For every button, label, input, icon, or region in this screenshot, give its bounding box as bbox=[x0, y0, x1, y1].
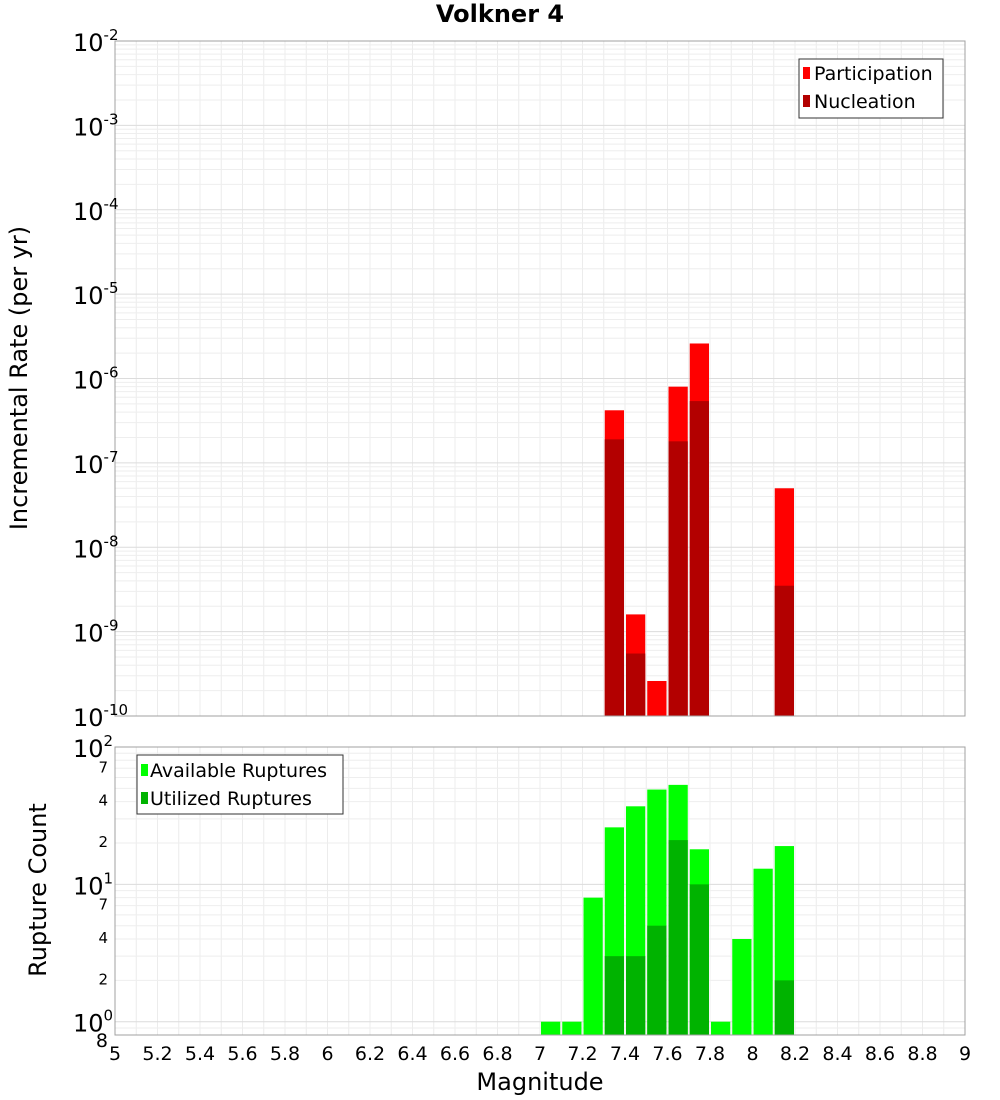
x-tick-labels: 5 5.2 5.4 5.6 5.8 6 6.2 6.4 6.6 6.8 7 7.2 7.4 7.6 7.8 8… bbox=[109, 1043, 971, 1065]
x-tick-7.2: 7.2 bbox=[567, 1043, 597, 1065]
bottom-y-axis-label: Rupture Count bbox=[24, 803, 52, 977]
bottom-y-tick-major-1: 101 bbox=[73, 869, 113, 900]
x-tick-7: 7 bbox=[534, 1043, 546, 1065]
x-tick-5.2: 5.2 bbox=[142, 1043, 172, 1065]
x-tick-9: 9 bbox=[959, 1043, 971, 1065]
x-tick-8: 8 bbox=[746, 1043, 758, 1065]
bottom-y-tick-major-0: 100 bbox=[73, 1007, 113, 1038]
bottom-bar-s0-8.05 bbox=[753, 868, 773, 1035]
bottom-plot-bars bbox=[541, 784, 794, 1035]
top-y-tick--10: 10-10 bbox=[73, 701, 128, 732]
top-plot-bars bbox=[604, 343, 794, 716]
x-tick-7.8: 7.8 bbox=[695, 1043, 725, 1065]
bottom-y-tick-labels: 102 101 100 7 4 2 7 4 2 8 bbox=[73, 732, 113, 1052]
bottom-bar-s1-7.45 bbox=[626, 956, 646, 1035]
top-plot-grid bbox=[114, 41, 966, 717]
top-y-axis-label: Incremental Rate (per yr) bbox=[5, 226, 33, 530]
top-y-tick--5: 10-5 bbox=[73, 279, 119, 310]
top-legend-box bbox=[798, 58, 944, 119]
x-tick-5.8: 5.8 bbox=[270, 1043, 300, 1065]
x-tick-8.6: 8.6 bbox=[865, 1043, 895, 1065]
x-tick-5.4: 5.4 bbox=[185, 1043, 215, 1065]
bottom-y-tick-minor-2: 2 bbox=[98, 970, 108, 988]
bottom-y-tick-minor-20: 2 bbox=[98, 833, 108, 851]
x-tick-6.2: 6.2 bbox=[355, 1043, 385, 1065]
legend-swatch-nucleation bbox=[803, 95, 810, 107]
bottom-y-tick-minor-40: 4 bbox=[98, 792, 108, 810]
bottom-bar-s1-8.15 bbox=[774, 980, 794, 1035]
top-y-tick--4: 10-4 bbox=[73, 195, 119, 226]
chart-title: Volkner 4 bbox=[436, 0, 564, 28]
x-tick-8.2: 8.2 bbox=[780, 1043, 810, 1065]
legend-label-nucleation: Nucleation bbox=[814, 91, 916, 113]
x-tick-6: 6 bbox=[321, 1043, 333, 1065]
bottom-bar-s0-7.95 bbox=[732, 939, 752, 1035]
top-y-tick--9: 10-9 bbox=[73, 617, 119, 648]
top-bar-s0-7.55 bbox=[647, 680, 667, 716]
top-y-tick-labels: 10-2 10-3 10-4 10-5 10-6 10-7 10-8 10-9 10-10 bbox=[73, 26, 128, 732]
legend-swatch-available bbox=[141, 764, 148, 776]
legend-label-utilized: Utilized Ruptures bbox=[150, 788, 312, 810]
top-y-tick--2: 10-2 bbox=[73, 26, 119, 57]
bottom-bar-s0-7.05 bbox=[541, 1021, 561, 1035]
x-tick-8.4: 8.4 bbox=[822, 1043, 852, 1065]
top-bar-s1-7.75 bbox=[689, 401, 709, 716]
x-tick-6.6: 6.6 bbox=[440, 1043, 470, 1065]
top-bar-s1-7.45 bbox=[626, 653, 646, 716]
x-tick-7.6: 7.6 bbox=[652, 1043, 682, 1065]
bottom-bar-s1-7.35 bbox=[604, 956, 624, 1035]
bottom-bar-s1-7.75 bbox=[689, 884, 709, 1035]
x-tick-8.8: 8.8 bbox=[907, 1043, 937, 1065]
top-bar-s1-7.35 bbox=[604, 439, 624, 716]
top-y-tick--6: 10-6 bbox=[73, 364, 119, 395]
x-axis-label: Magnitude bbox=[476, 1068, 603, 1096]
x-tick-5.6: 5.6 bbox=[227, 1043, 257, 1065]
bottom-y-tick-minor-4: 4 bbox=[98, 929, 108, 947]
top-y-tick--7: 10-7 bbox=[73, 448, 119, 479]
top-bar-s1-7.65 bbox=[668, 441, 688, 716]
bottom-bar-s0-7.25 bbox=[583, 897, 603, 1035]
top-plot-frame bbox=[114, 40, 966, 717]
x-tick-7.4: 7.4 bbox=[610, 1043, 640, 1065]
top-y-tick--8: 10-8 bbox=[73, 532, 119, 563]
x-tick-5: 5 bbox=[109, 1043, 121, 1065]
bottom-bar-s1-7.55 bbox=[647, 925, 667, 1035]
bottom-plot-frame bbox=[114, 746, 966, 1036]
legend-swatch-utilized bbox=[141, 792, 148, 804]
top-legend: Participation Nucleation bbox=[798, 58, 944, 119]
bottom-bar-s1-7.65 bbox=[668, 840, 688, 1035]
bottom-legend: Available Ruptures Utilized Ruptures bbox=[136, 754, 344, 815]
bottom-y-tick-major-2: 102 bbox=[73, 732, 113, 763]
top-bar-s1-8.15 bbox=[774, 585, 794, 716]
bottom-y-tick-minor-70: 7 bbox=[98, 758, 108, 776]
legend-label-participation: Participation bbox=[814, 63, 933, 85]
legend-label-available: Available Ruptures bbox=[150, 760, 327, 782]
x-tick-6.8: 6.8 bbox=[482, 1043, 512, 1065]
top-y-tick--3: 10-3 bbox=[73, 110, 119, 141]
bottom-y-tick-minor-0.8: 8 bbox=[96, 1030, 108, 1052]
bottom-y-tick-minor-7: 7 bbox=[98, 896, 108, 914]
legend-swatch-participation bbox=[803, 67, 810, 79]
bottom-bar-s0-7.85 bbox=[711, 1021, 731, 1035]
bottom-bar-s0-7.15 bbox=[562, 1021, 582, 1035]
x-tick-6.4: 6.4 bbox=[397, 1043, 427, 1065]
bottom-legend-box bbox=[136, 754, 344, 815]
